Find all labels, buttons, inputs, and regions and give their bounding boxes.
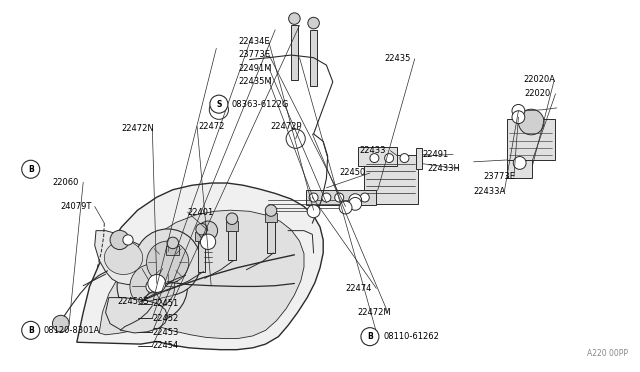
Polygon shape [95, 231, 155, 285]
Bar [507, 119, 555, 160]
Bar [198, 241, 205, 272]
Circle shape [370, 154, 379, 163]
Text: 22453: 22453 [152, 328, 179, 337]
Bar [169, 255, 177, 281]
Bar [416, 148, 422, 169]
Circle shape [200, 234, 216, 250]
Circle shape [400, 154, 409, 163]
Circle shape [167, 237, 179, 248]
Text: 22454: 22454 [152, 341, 179, 350]
Bar [195, 232, 208, 241]
Circle shape [22, 321, 40, 339]
Circle shape [322, 193, 331, 202]
Bar [310, 30, 317, 86]
Text: 08120-8301A: 08120-8301A [44, 326, 100, 335]
Circle shape [361, 328, 379, 346]
Bar [166, 246, 179, 255]
Circle shape [210, 95, 228, 113]
Text: 22452: 22452 [152, 314, 179, 323]
Text: 24079T: 24079T [61, 202, 92, 211]
Circle shape [349, 198, 362, 210]
Bar [358, 147, 397, 166]
Text: 22491: 22491 [422, 150, 449, 159]
Circle shape [309, 193, 318, 202]
Text: 22020: 22020 [525, 89, 551, 98]
Text: 22472P: 22472P [270, 122, 301, 131]
Text: 23773E: 23773E [483, 172, 515, 181]
Text: 22451: 22451 [152, 299, 179, 308]
Circle shape [349, 194, 362, 206]
Text: 08363-6122G: 08363-6122G [232, 100, 289, 109]
Text: B: B [367, 332, 372, 341]
Bar [364, 155, 418, 204]
Text: 23773E: 23773E [238, 50, 270, 59]
Text: 22433H: 22433H [428, 164, 460, 173]
Circle shape [198, 221, 218, 240]
Circle shape [227, 213, 238, 224]
Text: A220 00PP: A220 00PP [587, 349, 628, 358]
Circle shape [265, 205, 276, 216]
Text: 22491M: 22491M [238, 64, 271, 73]
Text: B: B [28, 326, 33, 335]
Circle shape [117, 251, 188, 322]
Text: 22450S: 22450S [117, 297, 148, 306]
Text: 22020A: 22020A [524, 76, 556, 84]
Text: 22450: 22450 [339, 169, 365, 177]
Circle shape [146, 280, 159, 293]
Bar [264, 213, 277, 222]
Circle shape [308, 17, 319, 29]
Text: 22472N: 22472N [122, 124, 154, 133]
Circle shape [196, 224, 207, 235]
Circle shape [147, 241, 189, 283]
Circle shape [339, 201, 352, 214]
Circle shape [513, 157, 526, 169]
Polygon shape [99, 210, 304, 339]
Circle shape [289, 13, 300, 24]
Circle shape [385, 154, 394, 163]
Text: 22435: 22435 [384, 54, 410, 63]
Circle shape [209, 100, 228, 119]
Text: 22434E: 22434E [238, 37, 269, 46]
Bar [306, 190, 376, 205]
Text: B: B [28, 165, 33, 174]
Text: 22474: 22474 [346, 284, 372, 293]
Circle shape [110, 230, 129, 250]
Circle shape [134, 229, 201, 295]
Bar [228, 231, 236, 260]
Polygon shape [77, 183, 323, 350]
Circle shape [286, 129, 305, 148]
Circle shape [52, 315, 69, 332]
Circle shape [130, 264, 175, 309]
Ellipse shape [104, 241, 143, 275]
Circle shape [335, 193, 344, 202]
Circle shape [22, 160, 40, 178]
Text: 08110-61262: 08110-61262 [384, 332, 440, 341]
Text: 22401: 22401 [188, 208, 214, 217]
Text: 22472M: 22472M [357, 308, 391, 317]
Text: 22433: 22433 [360, 146, 386, 155]
Bar [267, 222, 275, 253]
Circle shape [307, 205, 320, 218]
Polygon shape [106, 298, 168, 333]
Text: 22472: 22472 [198, 122, 225, 131]
Text: 22435M: 22435M [238, 77, 272, 86]
Bar [225, 221, 238, 231]
Circle shape [512, 111, 525, 124]
Circle shape [512, 105, 525, 117]
Circle shape [123, 235, 133, 245]
Bar [507, 160, 532, 178]
Text: 22433A: 22433A [474, 187, 506, 196]
Text: 22060: 22060 [52, 178, 79, 187]
Text: S: S [216, 100, 221, 109]
Circle shape [360, 193, 369, 202]
Bar [291, 25, 298, 80]
Circle shape [148, 275, 166, 292]
Circle shape [518, 109, 544, 135]
